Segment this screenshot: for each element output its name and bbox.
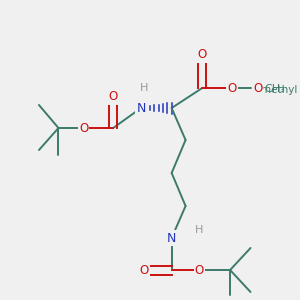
Text: methyl: methyl [261,85,297,95]
Text: O: O [139,263,148,277]
Text: N: N [136,101,146,115]
Text: CH₃: CH₃ [264,84,285,94]
Text: O: O [195,263,204,277]
Text: O: O [253,82,262,95]
Text: O: O [227,82,237,94]
Text: H: H [195,225,204,235]
Text: O: O [109,91,118,103]
Text: O: O [79,122,88,134]
Text: H: H [140,83,148,93]
Text: O: O [198,49,207,62]
Text: N: N [167,232,176,244]
